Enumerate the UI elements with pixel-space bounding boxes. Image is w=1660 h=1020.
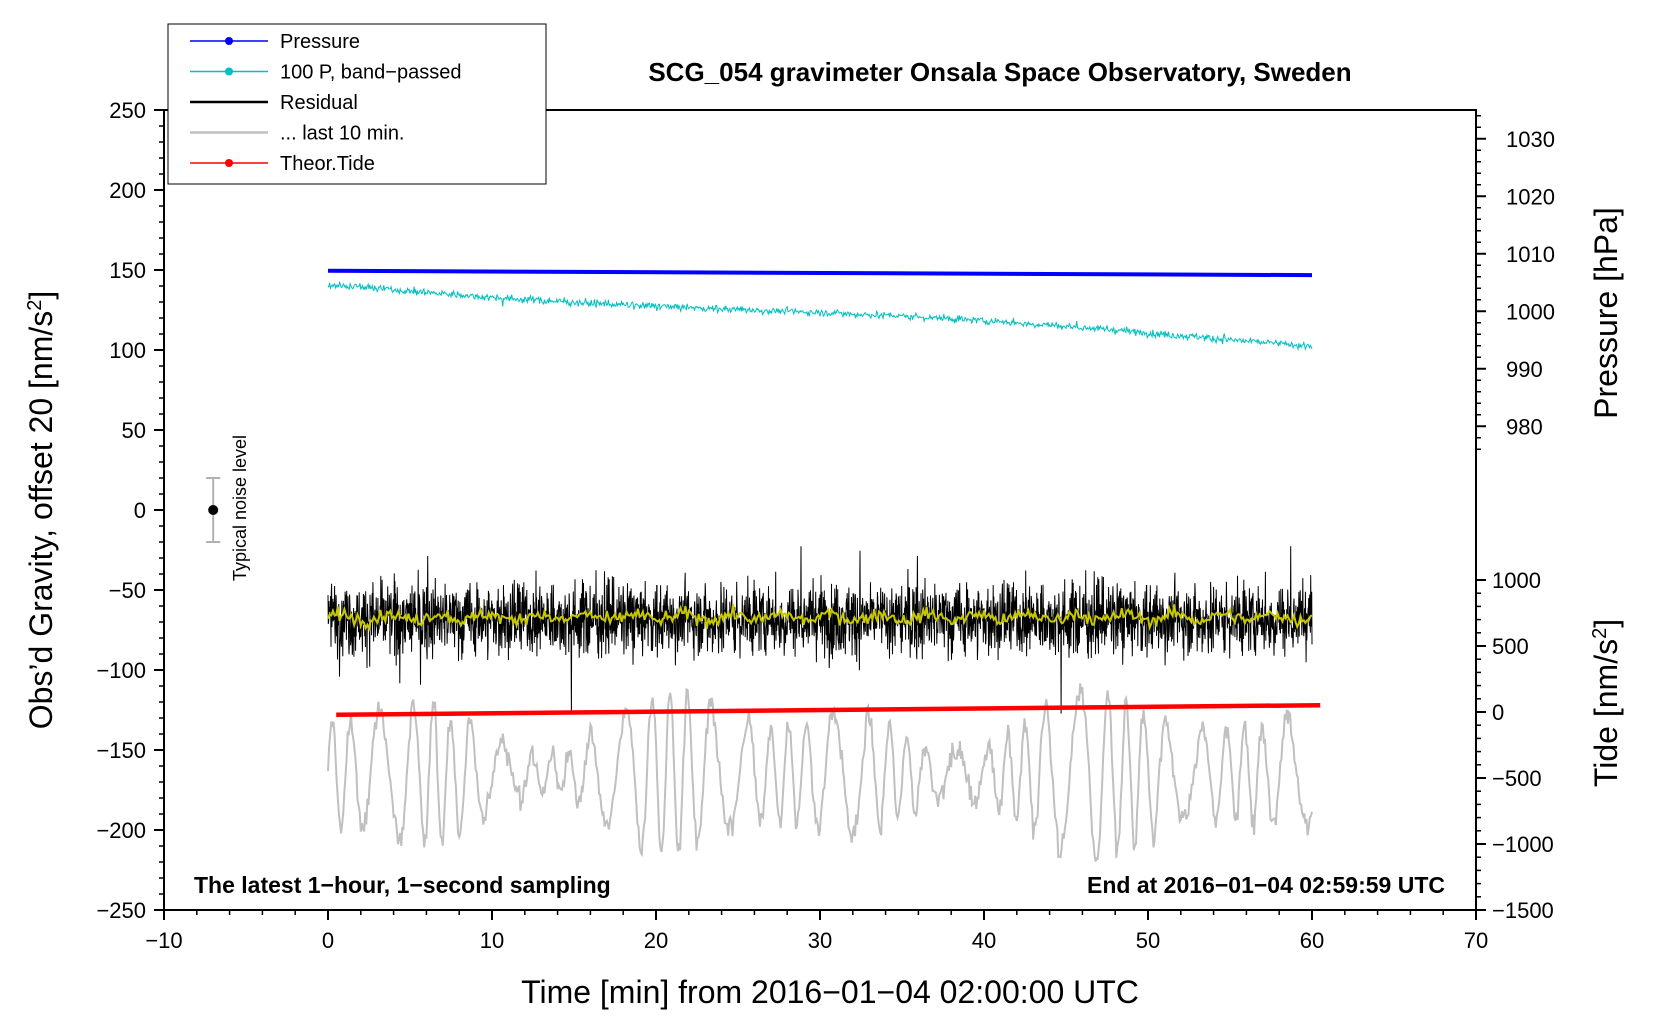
y-tick-label-4: 50 xyxy=(122,418,146,443)
noise-level-indicator xyxy=(206,477,221,543)
y-axis-left: 250 200 150 100 50 0 −50 −100 −150 −200 −250 xyxy=(96,98,164,923)
legend-label-1: 100 P, band−passed xyxy=(280,62,461,84)
y-axis-tide-title-sup: 2 xyxy=(1589,628,1611,639)
y-axis-pressure: 1030 1020 1010 1000 990 980 xyxy=(1476,115,1555,450)
y-axis-tide: 1000 500 0 −500 −1000 −1500 xyxy=(1476,568,1554,923)
legend-label-0: Pressure xyxy=(280,31,360,53)
legend-marker-4 xyxy=(225,159,233,167)
pressure-tick-label-1: 1020 xyxy=(1506,184,1555,209)
series-residual xyxy=(327,546,1313,714)
y-tick-label-3: 100 xyxy=(109,338,146,363)
tide-tick-label-4: −1000 xyxy=(1492,832,1554,857)
legend-box xyxy=(167,23,547,185)
legend-label-2: Residual xyxy=(280,92,358,114)
x-axis-title: Time [min] from 2016−01−04 02:00:00 UTC xyxy=(521,974,1139,1010)
y-tick-label-0: 250 xyxy=(109,98,146,123)
pressure-tick-label-3: 1000 xyxy=(1506,299,1555,324)
x-tick-label-1: 0 xyxy=(322,928,334,953)
legend-label-4: Theor.Tide xyxy=(280,153,375,175)
tide-tick-label-3: −500 xyxy=(1492,766,1542,791)
tide-tick-label-0: 1000 xyxy=(1492,568,1541,593)
tide-tick-label-2: 0 xyxy=(1492,700,1504,725)
x-tick-label-5: 40 xyxy=(972,928,996,953)
pressure-tick-label-2: 1010 xyxy=(1506,242,1555,267)
y-axis-tide-title-main: Tide [nm/s xyxy=(1588,639,1624,787)
x-tick-label-6: 50 xyxy=(1136,928,1160,953)
y-axis-tide-title-end: ] xyxy=(1588,619,1624,628)
y-tick-label-1: 200 xyxy=(109,178,146,203)
y-tick-label-2: 150 xyxy=(109,258,146,283)
y-axis-left-title: Obs’d Gravity, offset 20 [nm/s2] xyxy=(23,291,59,730)
x-tick-label-4: 30 xyxy=(808,928,832,953)
y-axis-left-title-main: Obs’d Gravity, offset 20 [nm/s xyxy=(23,311,59,730)
y-tick-label-8: −150 xyxy=(96,738,146,763)
note-right: End at 2016−01−04 02:59:59 UTC xyxy=(1087,872,1445,898)
y-tick-label-5: 0 xyxy=(134,498,146,523)
legend-marker-0 xyxy=(225,37,233,45)
y-tick-label-6: −50 xyxy=(109,578,146,603)
x-tick-label-2: 10 xyxy=(480,928,504,953)
legend-label-3: ... last 10 min. xyxy=(280,123,405,145)
noise-level-label: Typical noise level xyxy=(230,435,250,581)
chart-title: SCG_054 gravimeter Onsala Space Observat… xyxy=(648,57,1351,87)
legend: Pressure 100 P, band−passed Residual ... la… xyxy=(167,23,547,185)
y-tick-label-9: −200 xyxy=(96,818,146,843)
x-tick-label-3: 20 xyxy=(644,928,668,953)
x-axis: −10 0 10 20 30 40 50 60 70 xyxy=(145,910,1488,953)
pressure-tick-label-5: 980 xyxy=(1506,414,1543,439)
note-left: The latest 1−hour, 1−second sampling xyxy=(194,872,611,898)
series-last-10-min xyxy=(327,683,1313,862)
x-tick-label-8: 70 xyxy=(1464,928,1488,953)
y-tick-label-7: −100 xyxy=(96,658,146,683)
legend-marker-1 xyxy=(225,67,233,76)
tide-tick-label-1: 500 xyxy=(1492,634,1529,659)
series-smoothed-residual xyxy=(327,603,1313,632)
series-theoretical-tide xyxy=(336,702,1321,718)
tide-tick-label-5: −1500 xyxy=(1492,898,1554,923)
series-band-passed-pressure xyxy=(327,280,1313,352)
y-axis-pressure-title: Pressure [hPa] xyxy=(1588,207,1624,419)
y-axis-left-title-sup: 2 xyxy=(24,300,46,311)
x-tick-label-0: −10 xyxy=(145,928,182,953)
pressure-tick-label-4: 990 xyxy=(1506,357,1543,382)
y-tick-label-10: −250 xyxy=(96,898,146,923)
series-pressure xyxy=(327,268,1313,278)
series-layer xyxy=(327,268,1321,862)
pressure-tick-label-0: 1030 xyxy=(1506,127,1555,152)
x-tick-label-7: 60 xyxy=(1300,928,1324,953)
y-axis-tide-title: Tide [nm/s2] xyxy=(1588,619,1624,787)
noise-point xyxy=(208,505,219,515)
y-axis-left-title-end: ] xyxy=(23,291,59,300)
